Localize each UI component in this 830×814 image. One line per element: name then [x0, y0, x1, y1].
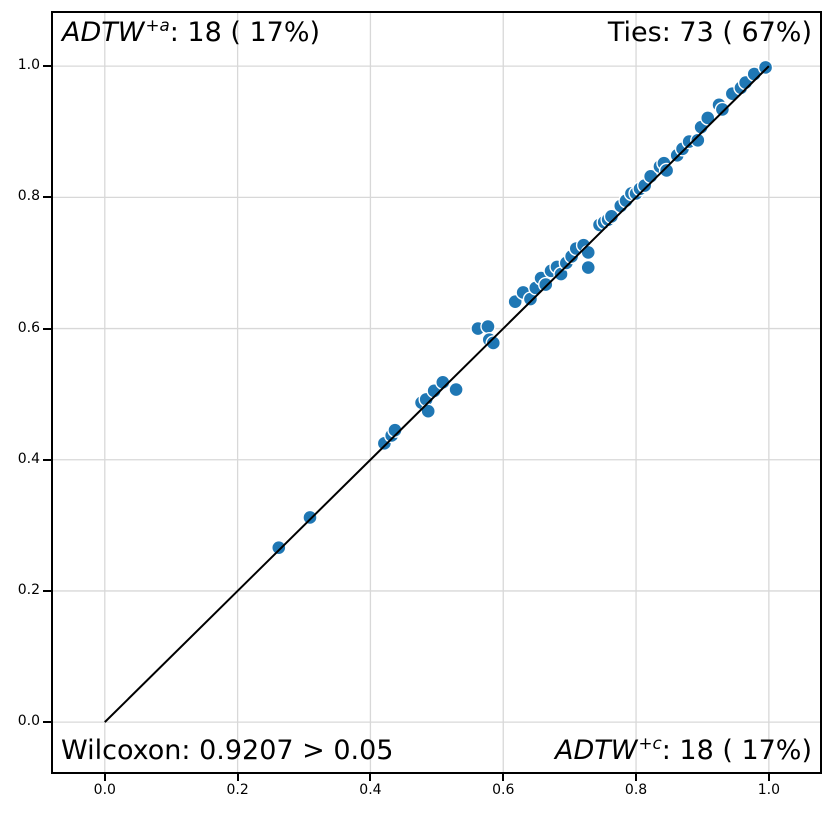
x-tick	[369, 773, 372, 781]
y-tick-label: 0.2	[17, 581, 40, 598]
data-point	[714, 101, 731, 118]
y-tick-label: 0.6	[17, 319, 40, 336]
data-point	[271, 539, 287, 556]
y-tick	[43, 721, 51, 724]
y-tick-label: 0.0	[17, 713, 40, 730]
x-tick	[635, 773, 638, 781]
data-point	[448, 381, 464, 398]
y-tick	[43, 65, 51, 68]
annotation-bottom-left: Wilcoxon: 0.9207 > 0.05	[60, 734, 393, 766]
annotation-wilcoxon-test: Wilcoxon: 0.9207 > 0.05	[61, 735, 394, 766]
annotation-method-a-name: ADTW	[62, 17, 145, 48]
x-tick-label: 0.4	[359, 782, 382, 798]
annotation-method-c-name: ADTW	[555, 735, 638, 766]
x-tick	[767, 773, 770, 781]
y-tick	[43, 589, 51, 592]
annotation-top-right: Ties: 73 ( 67%)	[607, 16, 812, 48]
data-point	[420, 403, 436, 419]
annotation-method-a-superscript: +a	[145, 15, 170, 35]
data-point	[658, 162, 675, 179]
y-tick	[43, 327, 51, 330]
x-tick-label: 1.0	[757, 782, 780, 798]
data-point	[580, 259, 596, 276]
data-point	[387, 422, 403, 438]
annotation-method-c-count: : 18 ( 17%)	[661, 735, 812, 766]
x-tick	[103, 773, 106, 781]
annotation-method-c-superscript: +c	[638, 733, 662, 753]
y-tick	[43, 458, 51, 461]
identity-line	[104, 65, 770, 723]
annotation-top-left: ADTW+a: 18 ( 17%)	[62, 16, 320, 48]
annotation-method-a-count: : 18 ( 17%)	[169, 17, 321, 48]
annotation-ties-count: Ties: 73 ( 67%)	[607, 17, 812, 48]
data-point	[700, 110, 716, 126]
scatter-canvas	[53, 13, 820, 772]
x-tick-label: 0.2	[226, 782, 249, 798]
y-tick-label: 1.0	[17, 57, 40, 74]
y-tick	[43, 196, 51, 199]
annotation-bottom-right: ADTW+c: 18 ( 17%)	[555, 734, 812, 766]
x-tick	[502, 773, 505, 781]
y-tick-label: 0.4	[17, 450, 40, 467]
data-point	[480, 318, 496, 335]
data-point	[485, 335, 501, 351]
x-tick	[236, 773, 239, 781]
y-tick-label: 0.8	[17, 188, 40, 205]
x-tick-label: 0.0	[93, 782, 116, 798]
data-point	[580, 244, 596, 261]
data-point	[302, 509, 318, 526]
data-point	[603, 208, 620, 225]
data-point	[757, 59, 774, 76]
data-point	[538, 276, 554, 293]
x-tick-label: 0.6	[492, 782, 515, 798]
x-tick-label: 0.8	[624, 782, 648, 798]
